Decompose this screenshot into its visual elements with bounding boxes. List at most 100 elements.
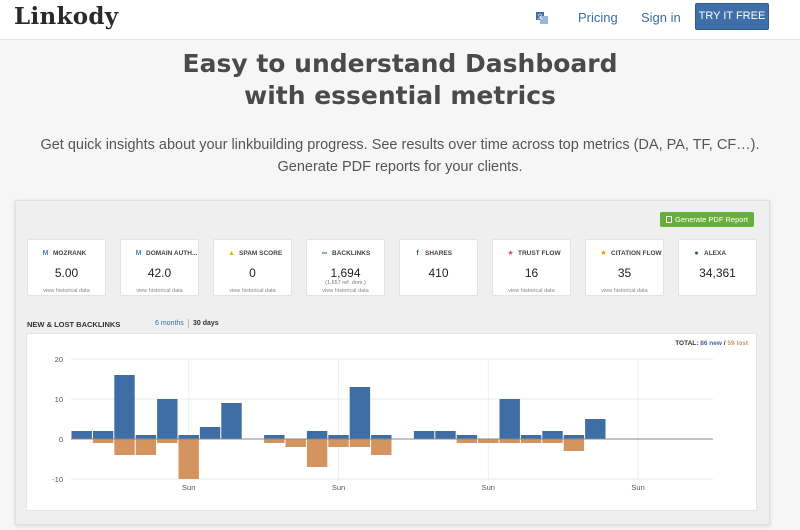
moz-icon: M bbox=[135, 250, 142, 257]
metric-card-6: ★ CITATION FLOW 35 view historical data bbox=[585, 239, 664, 296]
new-backlinks-bar bbox=[157, 399, 178, 439]
y-tick-label: 10 bbox=[55, 395, 63, 404]
translate-icon[interactable]: 文 bbox=[535, 11, 549, 25]
new-backlinks-bar bbox=[199, 427, 221, 439]
metric-card-2: ▲ SPAM SCORE 0 view historical data bbox=[213, 239, 292, 296]
backlinks-bar-chart: 20 10 0 -10 Sun Sun Sun Sun bbox=[52, 355, 713, 492]
new-backlinks-bar bbox=[456, 435, 478, 439]
try-it-free-button[interactable]: TRY IT FREE bbox=[695, 3, 769, 30]
total-lost-count: 59 bbox=[727, 340, 735, 347]
chart-title: NEW & LOST BACKLINKS bbox=[27, 320, 121, 329]
view-historical-data-link[interactable]: view historical data bbox=[508, 288, 555, 294]
new-backlinks-bar bbox=[520, 435, 542, 439]
new-backlinks-bar bbox=[413, 431, 435, 439]
new-backlinks-bar bbox=[542, 431, 563, 439]
lost-backlinks-bar bbox=[157, 439, 178, 443]
lost-backlinks-bar bbox=[478, 439, 499, 443]
y-tick-label: 20 bbox=[55, 355, 63, 364]
metric-label: BACKLINKS bbox=[332, 250, 371, 257]
nav-pricing-link[interactable]: Pricing bbox=[578, 10, 618, 25]
lost-backlinks-bar bbox=[371, 439, 392, 455]
metric-card-5: ★ TRUST FLOW 16 view historical data bbox=[492, 239, 571, 296]
metric-card-0: M MOZRANK 5.00 view historical data bbox=[27, 239, 106, 296]
metric-header: ★ CITATION FLOW bbox=[600, 250, 661, 257]
lost-backlinks-bar bbox=[328, 439, 349, 447]
metric-value: 16 bbox=[524, 266, 539, 280]
generate-pdf-report-button[interactable]: Generate PDF Report bbox=[660, 212, 754, 227]
metric-header: ★ TRUST FLOW bbox=[507, 250, 561, 257]
lost-backlinks-bar bbox=[520, 439, 542, 443]
svg-text:文: 文 bbox=[537, 13, 543, 21]
dashboard-preview: Generate PDF Report M MOZRANK 5.00 view his… bbox=[15, 200, 770, 525]
metric-card-4: f SHARES 410 bbox=[399, 239, 478, 296]
metric-value: 0 bbox=[249, 266, 256, 280]
alexa-icon: ● bbox=[694, 250, 699, 257]
lost-backlinks-bar bbox=[456, 439, 478, 443]
new-backlinks-bar bbox=[349, 387, 371, 439]
lost-backlinks-bar bbox=[92, 439, 114, 443]
top-navbar: Linkody 文 Pricing Sign in TRY IT FREE bbox=[0, 0, 800, 40]
metric-header: ∞ BACKLINKS bbox=[321, 250, 370, 257]
range-separator bbox=[188, 319, 189, 328]
generate-pdf-report-label: Generate PDF Report bbox=[675, 215, 748, 224]
total-slash: / bbox=[723, 340, 726, 347]
metric-value: 410 bbox=[428, 266, 449, 280]
view-historical-data-link[interactable]: view historical data bbox=[229, 288, 276, 294]
lost-backlinks-bar bbox=[178, 439, 199, 479]
backlinks-chart-panel: TOTAL: 86 new / 59 lost 20 10 0 -10 Sun Sun Su… bbox=[26, 333, 757, 511]
warning-icon: ▲ bbox=[228, 250, 235, 257]
view-historical-data-link[interactable]: view historical data bbox=[43, 288, 90, 294]
logo[interactable]: Linkody bbox=[14, 3, 119, 30]
new-backlinks-bar bbox=[178, 435, 199, 439]
facebook-icon: f bbox=[416, 250, 419, 257]
new-backlinks-bar bbox=[585, 419, 606, 439]
lost-backlinks-bar bbox=[285, 439, 306, 447]
new-backlinks-bar bbox=[264, 435, 285, 439]
metric-header: ● ALEXA bbox=[693, 250, 726, 257]
metric-card-1: M DOMAIN AUTH... 42.0 view historical data bbox=[120, 239, 199, 296]
star-icon: ★ bbox=[600, 250, 607, 257]
hero-title: Easy to understand Dashboard with essent… bbox=[0, 48, 800, 112]
metric-header: f SHARES bbox=[414, 250, 452, 257]
x-tick-label: Sun bbox=[332, 483, 345, 492]
new-backlinks-bar bbox=[221, 403, 242, 439]
document-icon bbox=[666, 216, 673, 223]
moz-icon: M bbox=[42, 250, 49, 257]
star-icon: ★ bbox=[507, 250, 514, 257]
metric-header: M MOZRANK bbox=[42, 250, 87, 257]
lost-backlinks-bar bbox=[499, 439, 520, 443]
lost-backlinks-bar bbox=[114, 439, 135, 455]
y-tick-label: 0 bbox=[59, 435, 63, 444]
new-backlinks-bar bbox=[563, 435, 585, 439]
x-tick-label: Sun bbox=[182, 483, 195, 492]
new-backlinks-bar bbox=[499, 399, 520, 439]
metric-value: 35 bbox=[617, 266, 632, 280]
hero-subtitle: Get quick insights about your linkbuildi… bbox=[30, 134, 770, 178]
hero-subtitle-line-2: Generate PDF reports for your clients. bbox=[277, 159, 523, 175]
metric-value: 42.0 bbox=[147, 266, 172, 280]
metric-label: MOZRANK bbox=[53, 250, 87, 257]
lost-backlinks-bar bbox=[563, 439, 585, 451]
metric-label: ALEXA bbox=[704, 250, 727, 257]
range-6-months-link[interactable]: 6 months bbox=[155, 320, 184, 327]
metric-header: M DOMAIN AUTH... bbox=[135, 250, 198, 257]
metric-card-7: ● ALEXA 34,361 bbox=[678, 239, 757, 296]
metric-label: TRUST FLOW bbox=[518, 250, 561, 257]
nav-signin-link[interactable]: Sign in bbox=[641, 10, 681, 25]
new-backlinks-bar bbox=[92, 431, 114, 439]
lost-backlinks-bar bbox=[542, 439, 563, 443]
lost-backlinks-bar bbox=[135, 439, 157, 455]
metric-label: SPAM SCORE bbox=[239, 250, 283, 257]
new-backlinks-bar bbox=[71, 431, 92, 439]
range-30-days-link[interactable]: 30 days bbox=[193, 320, 219, 327]
metric-label: DOMAIN AUTH... bbox=[146, 250, 198, 257]
lost-backlinks-bar bbox=[264, 439, 285, 443]
view-historical-data-link[interactable]: view historical data bbox=[136, 288, 183, 294]
lost-backlinks-bar bbox=[306, 439, 328, 467]
view-historical-data-link[interactable]: view historical data bbox=[601, 288, 648, 294]
new-backlinks-bar bbox=[371, 435, 392, 439]
new-backlinks-bar bbox=[306, 431, 328, 439]
new-backlinks-bar bbox=[328, 435, 349, 439]
view-historical-data-link[interactable]: view historical data bbox=[322, 288, 369, 294]
total-lost-word: lost bbox=[736, 340, 748, 347]
